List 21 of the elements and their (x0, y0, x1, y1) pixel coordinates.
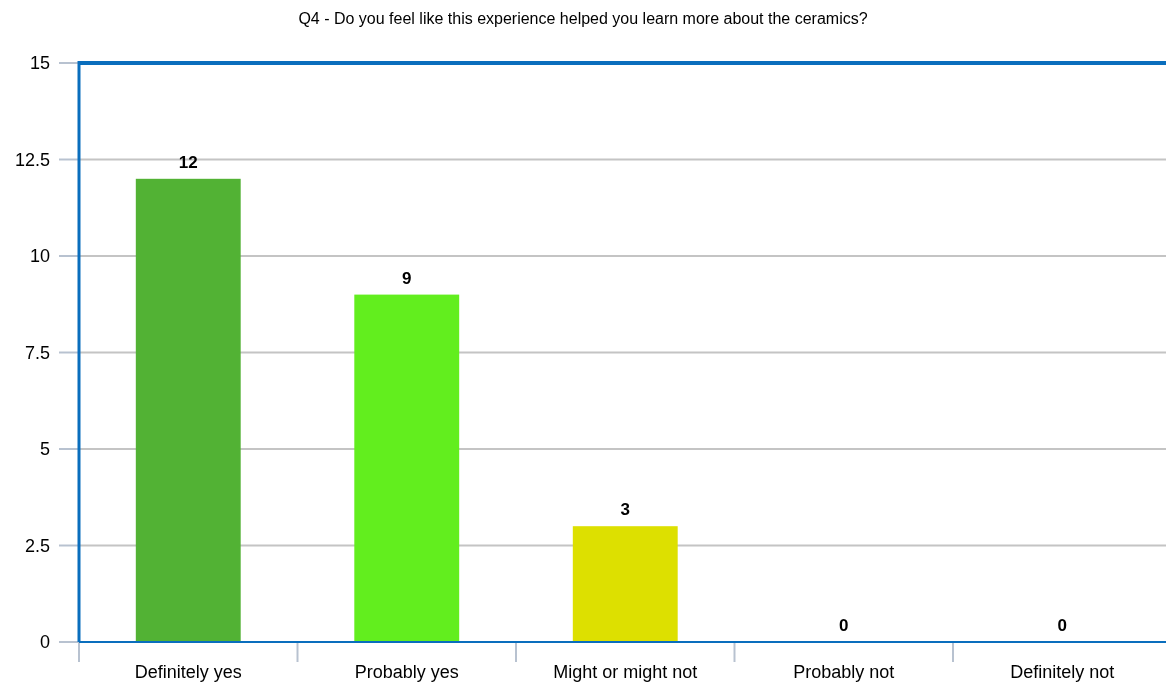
chart-title: Q4 - Do you feel like this experience helped you learn more about the ceramics? (298, 10, 868, 27)
x-tick-label: Probably not (793, 662, 895, 682)
y-tick-label: 10 (29, 246, 50, 267)
y-tick-label: 12.5 (14, 149, 50, 170)
data-label: 12 (178, 152, 198, 172)
y-tick-label: 5 (39, 439, 50, 460)
bar (135, 178, 241, 642)
bar (354, 294, 460, 642)
y-tick-label: 15 (29, 53, 50, 74)
bar (572, 526, 678, 642)
x-tick-label: Probably yes (354, 662, 459, 682)
x-tick-label: Might or might not (553, 662, 698, 682)
y-tick-label: 0 (39, 632, 50, 653)
data-label: 0 (839, 616, 849, 635)
x-tick-label: Definitely not (1010, 662, 1115, 682)
y-tick-label: 7.5 (24, 342, 50, 363)
x-tick-label: Definitely yes (134, 662, 242, 682)
data-label: 0 (1057, 616, 1067, 635)
y-tick-label: 2.5 (24, 535, 50, 556)
data-label: 3 (620, 500, 630, 520)
data-label: 9 (402, 268, 412, 288)
